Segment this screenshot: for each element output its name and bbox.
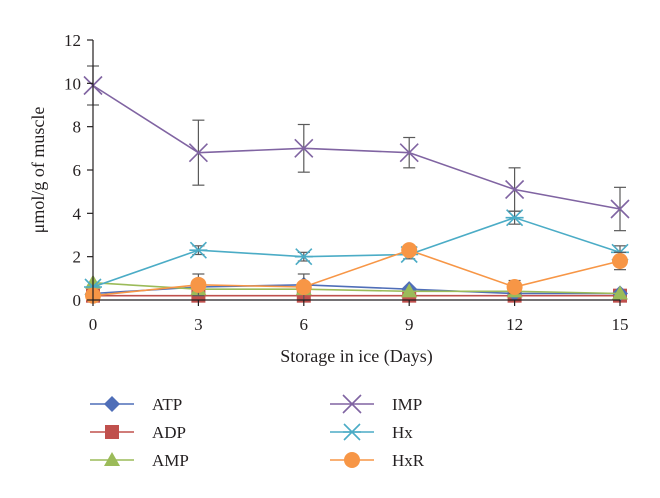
- legend: ATP ADP AMP IMP Hx HxR: [90, 394, 425, 470]
- data-point: [506, 279, 523, 295]
- x-tick-label: 0: [89, 315, 98, 334]
- y-tick-label: 4: [73, 204, 82, 223]
- legend-label: IMP: [392, 395, 422, 414]
- y-tick-label: 2: [73, 248, 82, 267]
- series-imp: [83, 65, 630, 232]
- data-point: [190, 276, 207, 293]
- series-hxr: [85, 242, 628, 304]
- x-tick-label: 15: [612, 315, 629, 334]
- data-point: [188, 143, 208, 163]
- data-point: [294, 248, 313, 266]
- data-point: [610, 199, 630, 219]
- plot-area: [83, 65, 630, 304]
- legend-label: AMP: [152, 451, 189, 470]
- data-point: [505, 179, 525, 200]
- data-point: [505, 209, 524, 227]
- legend-item-atp: ATP: [90, 395, 182, 414]
- y-tick-label: 8: [73, 118, 82, 137]
- legend-item-adp: ADP: [90, 423, 186, 442]
- legend-label: ADP: [152, 423, 186, 442]
- data-point: [189, 241, 208, 259]
- axes: 0 2 4 6 8 10 12 0 3 6 9 12 15: [64, 31, 629, 334]
- legend-item-hx: Hx: [330, 423, 413, 442]
- data-point: [295, 279, 312, 295]
- legend-marker: [104, 452, 120, 466]
- y-tick-label: 6: [73, 161, 82, 180]
- x-axis-title: Storage in ice (Days): [280, 346, 432, 367]
- series-atp: [85, 276, 628, 302]
- x-tick-label: 3: [194, 315, 203, 334]
- y-tick-label: 12: [64, 31, 81, 50]
- x-tick-label: 6: [300, 315, 309, 334]
- data-point: [612, 285, 628, 300]
- x-tick-label: 9: [405, 315, 414, 334]
- legend-item-amp: AMP: [90, 451, 189, 470]
- data-point: [401, 242, 418, 259]
- series-line: [92, 249, 621, 297]
- legend-item-hxr: HxR: [330, 451, 425, 470]
- legend-marker: [105, 425, 119, 439]
- data-point: [612, 253, 628, 269]
- legend-marker: [343, 423, 361, 441]
- series-line: [92, 216, 621, 288]
- y-axis-title: μmol/g of muscle: [28, 107, 48, 234]
- legend-label: Hx: [392, 423, 413, 442]
- legend-item-imp: IMP: [330, 394, 422, 414]
- y-tick-label: 10: [64, 74, 81, 93]
- data-point: [294, 138, 314, 158]
- legend-label: HxR: [392, 451, 425, 470]
- x-tick-label: 12: [506, 315, 523, 334]
- data-point: [399, 143, 419, 163]
- legend-marker: [104, 396, 120, 412]
- data-point: [401, 283, 418, 298]
- y-tick-label: 0: [73, 291, 82, 310]
- legend-marker: [344, 452, 360, 468]
- series-line: [92, 84, 621, 210]
- legend-marker: [342, 394, 362, 414]
- series-line: [92, 281, 621, 295]
- legend-label: ATP: [152, 395, 182, 414]
- series-hx: [84, 209, 629, 296]
